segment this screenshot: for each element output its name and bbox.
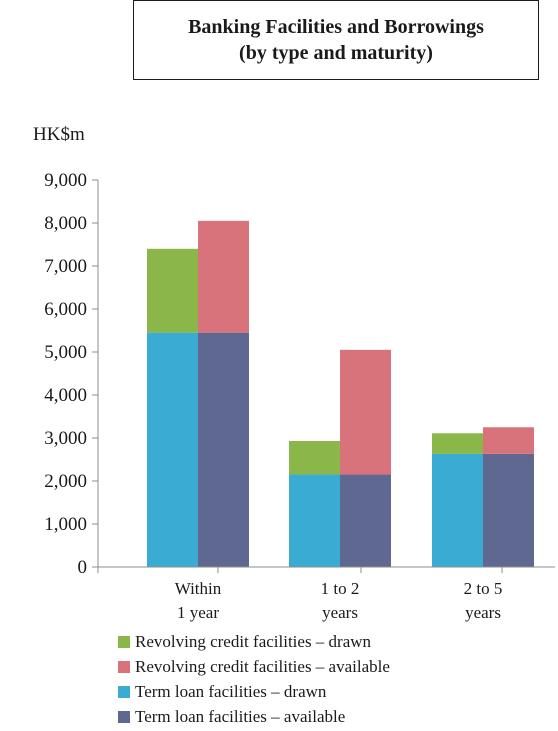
y-tick-label: 0 <box>78 557 88 578</box>
legend-swatch <box>118 660 130 673</box>
y-tick-label: 5,000 <box>44 342 87 363</box>
y-tick-label: 9,000 <box>44 170 87 191</box>
legend-label: Revolving credit facilities – available <box>135 656 390 676</box>
bar-revolving-credit-facilities-available-2 <box>340 349 391 475</box>
x-category-label: Within 1 year <box>175 579 222 622</box>
x-category-label: 2 to 5 years <box>464 579 503 622</box>
legend-swatch <box>118 710 130 723</box>
y-axis-unit-label: HK$m <box>33 124 85 145</box>
y-tick-label: 7,000 <box>44 256 87 277</box>
legend-item: Term loan facilities – available <box>118 704 390 729</box>
y-tick-label: 2,000 <box>44 471 87 492</box>
chart-title-line2: (by type and maturity) <box>239 42 433 64</box>
bars-layer <box>147 220 534 567</box>
bar-term-loan-facilities-available-2 <box>340 474 391 567</box>
y-tick-label: 3,000 <box>44 428 87 449</box>
y-tick-label: 1,000 <box>44 514 87 535</box>
legend-item: Revolving credit facilities – available <box>118 654 390 679</box>
x-category-label: 1 to 2 years <box>321 579 360 622</box>
bar-term-loan-facilities-drawn-2 <box>289 474 340 567</box>
bar-revolving-credit-facilities-drawn-2 <box>289 441 340 475</box>
bar-term-loan-facilities-drawn-1 <box>147 332 198 567</box>
bar-revolving-credit-facilities-drawn-1 <box>147 248 198 333</box>
bar-term-loan-facilities-drawn-3 <box>432 453 483 567</box>
legend-label: Term loan facilities – drawn <box>135 681 327 701</box>
legend-label: Revolving credit facilities – drawn <box>135 631 372 651</box>
y-tick-label: 4,000 <box>44 385 87 406</box>
bar-chart: 0 1,000 2,000 3,000 4,000 5,000 6,000 7,000 8,00… <box>44 170 555 622</box>
bar-revolving-credit-facilities-available-3 <box>483 427 534 454</box>
bar-term-loan-facilities-available-3 <box>483 453 534 567</box>
chart-title-line1: Banking Facilities and Borrowings <box>188 16 484 38</box>
legend-item: Revolving credit facilities – drawn <box>118 629 390 654</box>
y-tick-label: 6,000 <box>44 299 87 320</box>
legend-label: Term loan facilities – available <box>135 706 346 726</box>
bar-revolving-credit-facilities-drawn-3 <box>432 433 483 454</box>
legend-swatch <box>118 635 130 648</box>
chart-title-box: Banking Facilities and Borrowings (by ty… <box>133 0 539 80</box>
axes-layer <box>97 180 555 568</box>
y-tick-label: 8,000 <box>44 213 87 234</box>
legend-swatch <box>118 685 130 698</box>
category-labels-layer: Within 1 year 1 to 2 years 2 to 5 years <box>175 579 503 622</box>
legend: Revolving credit facilities – drawn Revol… <box>118 629 390 729</box>
ticks-layer: 0 1,000 2,000 3,000 4,000 5,000 6,000 7,000 8,00… <box>44 170 503 578</box>
bar-revolving-credit-facilities-available-1 <box>198 220 249 333</box>
bar-term-loan-facilities-available-1 <box>198 332 249 567</box>
legend-item: Term loan facilities – drawn <box>118 679 390 704</box>
